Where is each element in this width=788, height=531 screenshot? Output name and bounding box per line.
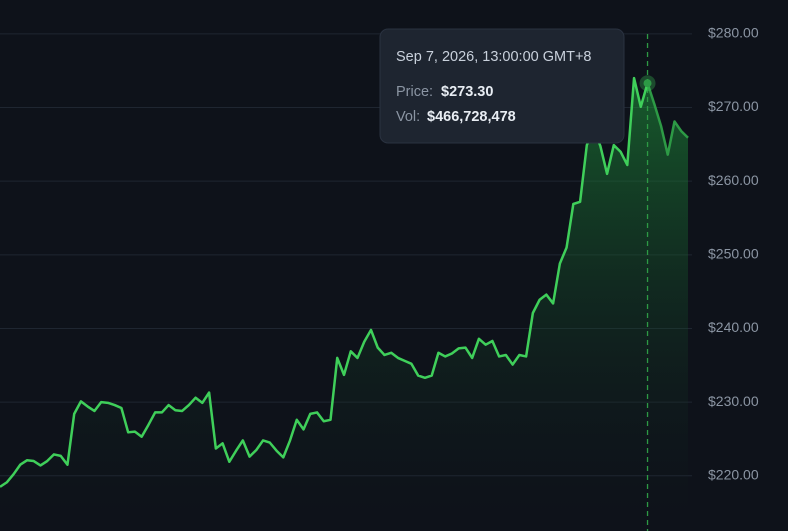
tooltip-vol-label: Vol: [396,109,420,125]
grid: $220.00 $230.00 $240.00 $250.00 $260.00 $270.… [0,25,759,482]
tooltip-price: $273.30 [441,84,493,100]
marks [0,34,689,531]
tooltip-price-label: Price: [396,84,433,100]
tooltip: Sep 7, 2026, 13:00:00 GMT+8 Price: $273.… [379,28,625,144]
y-tick-label: $220.00 [708,466,759,482]
y-tick-label: $240.00 [708,319,759,335]
y-tick-label: $250.00 [708,246,759,262]
y-tick-label: $230.00 [708,393,759,409]
y-tick-label: $280.00 [708,25,759,41]
tooltip-date: Sep 7, 2026, 13:00:00 GMT+8 [396,49,591,65]
y-tick-label: $270.00 [708,98,759,114]
y-tick-label: $260.00 [708,172,759,188]
area [0,78,688,531]
tooltip-box [379,28,625,144]
hover-point [643,79,652,88]
tooltip-vol: $466,728,478 [427,109,516,125]
price-line [0,76,689,488]
